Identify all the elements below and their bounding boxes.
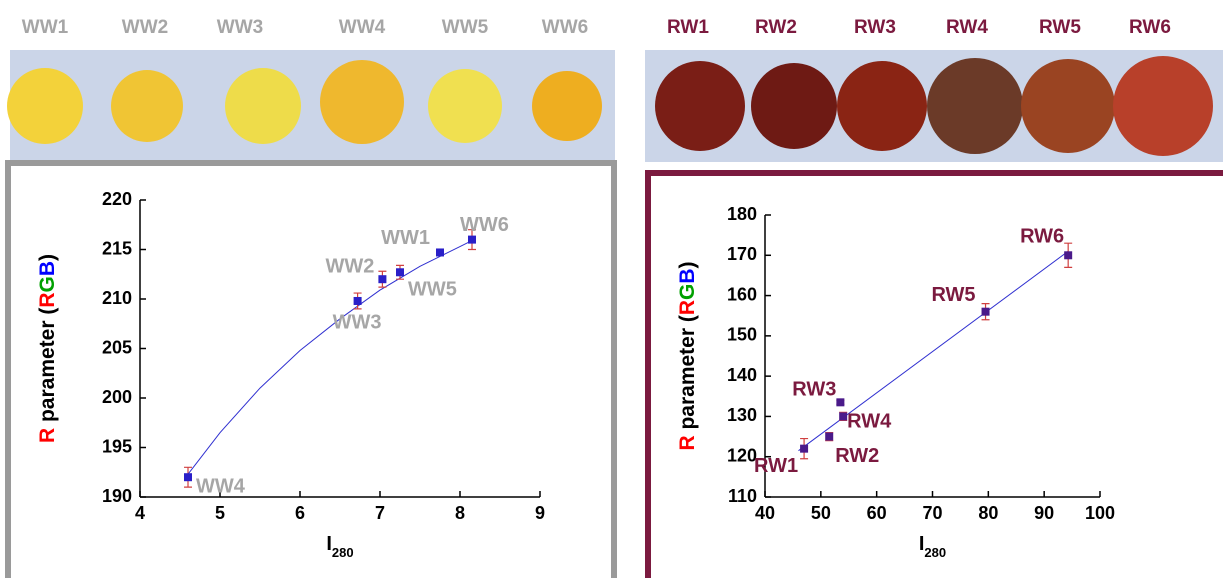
point [982,308,990,316]
point-label: WW4 [196,475,246,497]
sample-label: WW5 [442,17,489,38]
point [836,398,844,406]
x-tick-label: 9 [535,503,545,523]
sample-disc [837,61,927,151]
sample-label: WW1 [22,17,69,38]
y-axis-label: R parameter (RGB) [676,261,699,450]
y-axis-label-part: G [36,276,59,292]
point [378,275,386,283]
x-tick-label: 7 [375,503,385,523]
sample-disc [532,71,602,141]
sample-disc [320,60,404,144]
sample-label: WW3 [217,17,263,38]
point [800,445,808,453]
sample-disc [655,61,745,151]
point-label: WW2 [326,255,375,277]
fit-line [799,251,1069,450]
point-label: WW5 [408,279,457,301]
y-axis-label: R parameter (RGB) [36,254,59,443]
y-tick-label: 130 [727,405,757,425]
point-label: RW1 [754,455,798,477]
y-axis-label-part: G [676,284,699,300]
y-tick-label: 110 [728,486,757,506]
y-tick-label: 220 [102,189,132,209]
x-tick-label: 60 [867,503,887,523]
y-tick-label: 215 [102,238,132,258]
sample-disc [751,63,837,149]
sample-label: WW2 [122,17,168,38]
y-axis-label-part: parameter ( [36,308,59,428]
sample-disc [1021,59,1115,153]
x-tick-label: 4 [135,503,145,523]
y-tick-label: 180 [727,204,757,224]
figure: WW1 WW2 WW3 WW4 WW5 WW6 RW1 RW2 RW3 RW4 RW5 RW6 190 1… [0,0,1223,578]
point-label: WW1 [381,227,430,249]
y-tick-label: 150 [727,325,757,345]
sample-disc [927,58,1023,154]
y-axis-label-part: R [676,300,699,315]
point [839,412,847,420]
y-tick-label: 210 [102,288,132,308]
y-tick-label: 195 [102,436,132,456]
sample-disc [7,68,83,144]
point [184,473,192,481]
y-tick-label: 170 [727,244,757,264]
y-tick-label: 205 [102,337,132,357]
point-label: WW3 [333,311,382,333]
y-axis-label-part: R [676,435,699,450]
panel-frame [8,163,614,578]
sample-label: RW4 [946,17,988,38]
x-axis-label-sub: 280 [924,545,946,560]
sample-label: RW5 [1039,17,1081,38]
x-tick-label: 80 [978,503,998,523]
sample-label: RW2 [755,17,797,38]
y-tick-label: 190 [102,486,132,506]
sample-disc [428,69,502,143]
point-label: RW3 [792,379,836,401]
x-tick-label: 70 [922,503,942,523]
y-axis-label-part: R [36,428,59,443]
point [825,433,833,441]
sample-label: RW1 [667,17,709,38]
sample-disc [111,70,183,142]
x-axis-label-sub: 280 [332,545,354,560]
point-label: RW4 [847,411,892,433]
x-tick-label: 8 [455,503,465,523]
sample-disc [225,68,301,144]
x-tick-label: 90 [1034,503,1054,523]
point-label: WW6 [460,214,509,236]
y-axis-label-part: ) [676,261,699,268]
y-tick-label: 120 [727,445,757,465]
y-tick-label: 200 [102,387,132,407]
sample-label: WW4 [339,17,386,38]
point [396,268,404,276]
y-axis-label-part: R [36,292,59,307]
sample-label: RW3 [854,17,896,38]
y-axis-label-part: parameter ( [676,315,699,435]
point [436,248,444,256]
x-axis-label: I280 [919,533,946,560]
sample-disc [1113,56,1213,156]
y-tick-label: 160 [727,284,757,304]
sample-label: RW6 [1129,17,1171,38]
x-tick-label: 100 [1085,503,1115,523]
point-label: RW2 [835,445,879,467]
point-label: RW6 [1020,226,1064,248]
point [1064,251,1072,259]
y-axis-label-part: B [676,268,699,283]
y-axis-label-part: ) [36,254,59,261]
photo-strip [10,50,615,160]
point [354,297,362,305]
point-label: RW5 [931,284,975,306]
point [468,236,476,244]
x-axis-label: I280 [326,533,353,560]
sample-label: WW6 [542,17,588,38]
y-tick-label: 140 [727,365,757,385]
x-tick-label: 6 [295,503,305,523]
x-tick-label: 50 [811,503,831,523]
x-tick-label: 40 [755,503,775,523]
y-axis-label-part: B [36,261,59,276]
x-tick-label: 5 [215,503,225,523]
